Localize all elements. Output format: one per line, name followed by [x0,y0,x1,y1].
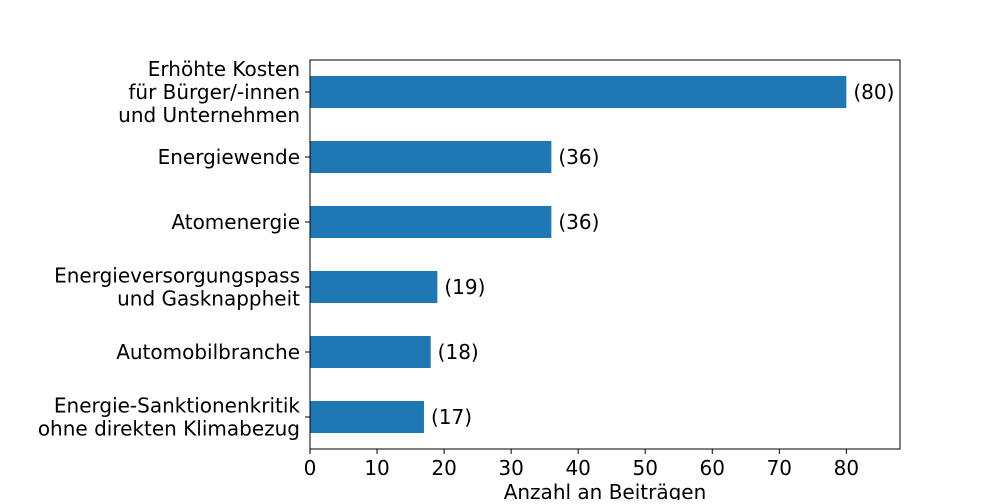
value-labels-layer: (80) (36) (36) (19) (18) (17) [431,80,894,429]
bar-value-label: (19) [444,275,485,299]
x-tick-label: 30 [498,456,523,480]
y-tick-label: Erhöhte Kosten für Bürger/-innen und Unter… [118,57,300,127]
y-tick-label-line: und Unternehmen [118,103,300,127]
y-tick-label-line: für Bürger/-innen [128,80,300,104]
x-tick-label: 20 [431,456,456,480]
x-tick-label: 0 [304,456,317,480]
y-tick-label-line: Erhöhte Kosten [148,57,300,81]
y-tick-label-line: Energiewende [158,145,300,169]
x-tick-label: 10 [364,456,389,480]
x-tick-label: 70 [767,456,792,480]
bar-value-label: (17) [431,405,472,429]
bar [310,206,552,238]
bar [310,336,431,368]
x-axis-label: Anzahl an Beiträgen [504,480,707,500]
bar [310,76,847,108]
x-tick-label: 80 [834,456,859,480]
ticks-layer: 0 10 20 30 40 50 60 70 80 [304,91,859,480]
bar-value-label: (36) [558,145,599,169]
y-tick-label: Energieversorgungspass und Gasknappheit [54,264,300,311]
y-tick-label-line: Energie-Sanktionenkritik [54,394,301,418]
x-tick-label: 60 [700,456,725,480]
y-tick-label-line: ohne direkten Klimabezug [38,417,300,441]
y-tick-label: Energiewende [158,145,300,169]
bar [310,401,424,433]
bar-value-label: (36) [558,210,599,234]
bar-value-label: (80) [853,80,894,104]
bar [310,271,438,303]
y-tick-label: Automobilbranche [116,340,300,364]
bar [310,141,552,173]
bar-value-label: (18) [438,340,479,364]
y-tick-label-line: Energieversorgungspass [54,264,300,288]
y-tick-label: Atomenergie [171,210,300,234]
category-labels-layer: Erhöhte Kosten für Bürger/-innen und Unter… [38,57,301,441]
y-tick-label-line: und Gasknappheit [117,287,300,311]
y-tick-label-line: Atomenergie [171,210,300,234]
y-tick-label-line: Automobilbranche [116,340,300,364]
x-tick-label: 40 [565,456,590,480]
bars-layer [310,76,847,433]
x-tick-label: 50 [633,456,658,480]
y-tick-label: Energie-Sanktionenkritik ohne direkten Kl… [38,394,301,441]
plot-frame [309,59,901,450]
